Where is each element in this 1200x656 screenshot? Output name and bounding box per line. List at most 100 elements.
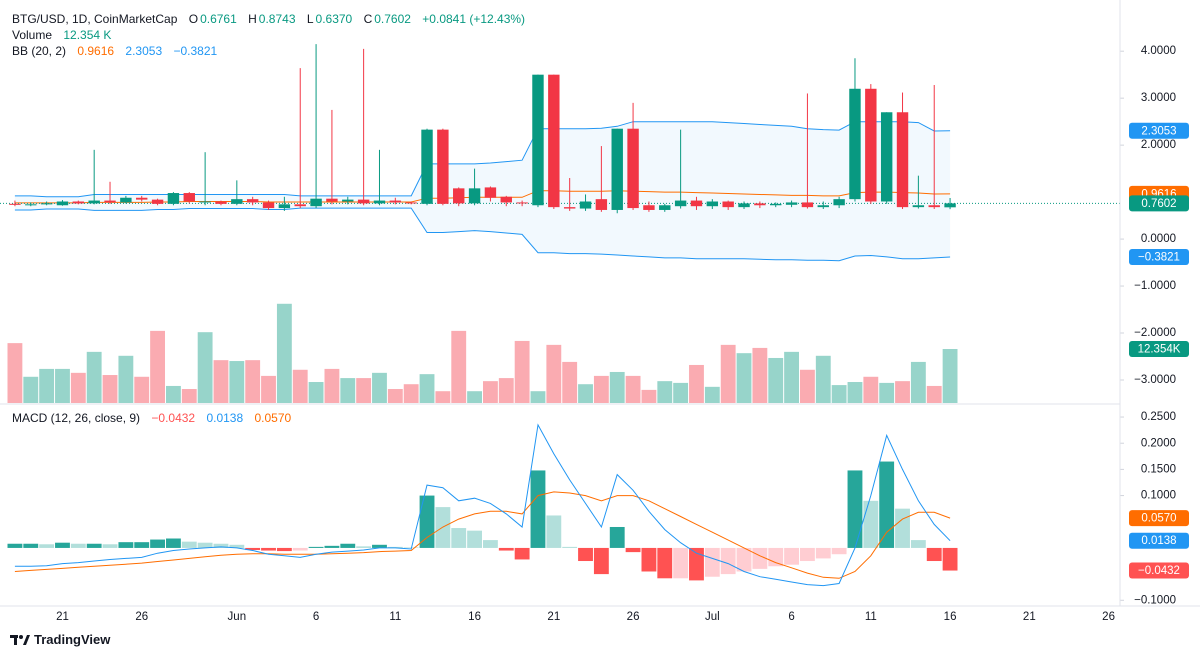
x-tick-label: Jun — [228, 611, 247, 623]
candle-body — [563, 207, 576, 209]
volume-bar — [467, 391, 482, 403]
macd-histogram-bar — [419, 495, 435, 548]
macd-histogram-bar — [261, 547, 276, 551]
macd-histogram-bar — [847, 470, 863, 548]
candle-body — [659, 205, 671, 210]
volume-bar — [435, 391, 451, 403]
volume-bar — [451, 330, 467, 403]
bb-upper-badge — [1129, 122, 1189, 139]
macd-line-badge-label: 0.0138 — [1141, 535, 1176, 547]
volume-bar — [276, 303, 292, 403]
macd-histogram-bar — [704, 547, 720, 577]
volume-bar — [942, 349, 958, 403]
candle-body — [72, 201, 85, 204]
bb-lower-line — [14, 207, 951, 262]
x-tick-label: 21 — [1023, 611, 1036, 623]
volume-bar — [815, 355, 831, 403]
y-tick-label: −2.0000 — [1134, 327, 1176, 339]
candle-body — [928, 205, 940, 208]
candle-body — [595, 199, 608, 210]
macd-histogram-bar — [784, 547, 799, 565]
macd-histogram-bar — [86, 543, 102, 548]
candle-body — [785, 202, 798, 205]
volume-bar — [546, 344, 562, 403]
macd-line — [14, 423, 951, 587]
volume-bar — [39, 368, 55, 403]
candle-body — [722, 201, 734, 208]
volume-bar — [720, 344, 736, 403]
volume-bar — [926, 385, 942, 403]
candle-body — [484, 187, 497, 198]
x-tick-label: 6 — [788, 611, 794, 623]
y-tick-label: 0.1500 — [1141, 463, 1176, 475]
candle-body — [706, 201, 719, 207]
volume-bar — [910, 361, 926, 403]
last-price-badge-label: 0.7602 — [1141, 198, 1176, 210]
macd-histogram-bar — [736, 547, 752, 572]
macd-histogram-bar — [689, 547, 704, 581]
x-tick-label: 26 — [1102, 611, 1115, 623]
macd-histogram-bar — [7, 543, 23, 548]
volume-bar — [197, 332, 213, 403]
candle-body — [880, 112, 893, 202]
y-tick-label: 0.2000 — [1141, 437, 1176, 449]
volume-bar — [387, 389, 403, 403]
candle-body — [389, 200, 402, 203]
macd-histogram-bar — [641, 547, 657, 572]
candle-body — [690, 200, 703, 207]
volume-bar — [356, 378, 372, 403]
candle-body — [643, 205, 655, 210]
macd-histogram-bar — [514, 547, 530, 560]
branding: TradingView — [10, 632, 110, 647]
macd-histogram-bar — [70, 543, 86, 548]
x-tick-label: 21 — [56, 611, 69, 623]
y-tick-label: −1.0000 — [1134, 280, 1176, 292]
candle-body — [896, 112, 909, 208]
y-tick-label: 0.0000 — [1141, 233, 1176, 245]
volume-bar — [530, 391, 546, 403]
candle-body — [468, 188, 481, 204]
candle-body — [627, 128, 639, 209]
macd-line-value: 0.0138 — [206, 411, 244, 425]
candle-body — [738, 203, 750, 208]
ohlc-value: 0.6761 — [200, 12, 237, 26]
ohlc-key: H — [248, 12, 257, 26]
macd-histogram-bar — [292, 547, 308, 551]
volume-name: Volume — [12, 28, 53, 42]
macd-name: MACD (12, 26, close, 9) — [12, 411, 141, 425]
candle-body — [579, 201, 592, 209]
brand-name: TradingView — [34, 632, 111, 647]
volume-bar — [831, 385, 847, 403]
macd-histogram-bar — [276, 547, 292, 552]
volume-value: 12.354 K — [63, 28, 112, 42]
macd-histogram-bar — [673, 547, 689, 579]
volume-bar — [7, 343, 23, 403]
bb-upper-badge-label: 2.3053 — [1141, 125, 1176, 137]
volume-bar — [229, 361, 245, 403]
volume-bar — [166, 385, 181, 403]
bb-name: BB (20, 2) — [12, 44, 67, 58]
macd-histogram-bar — [340, 543, 356, 548]
candle-body — [310, 198, 322, 207]
macd-histogram-bar — [546, 515, 562, 548]
macd-histogram-bar — [372, 544, 387, 548]
volume-bar — [863, 376, 879, 403]
candle-body — [770, 203, 782, 206]
volume-bar — [483, 381, 498, 403]
candle-body — [674, 200, 687, 207]
macd-histogram-bar — [720, 547, 736, 575]
candle-layer — [9, 44, 956, 214]
macd-histogram-bar — [863, 500, 879, 548]
macd-histogram-bar — [150, 539, 165, 548]
axis-layer: 4.0000 3.0000 2.0000 0.0000 −1.0000 −2.0000 −3… — [56, 45, 1176, 623]
volume-bar — [514, 340, 530, 403]
macd-histogram-bar — [926, 547, 942, 562]
change: +0.0841 (+12.43%) — [422, 12, 526, 26]
macd-histogram-bar — [467, 530, 482, 548]
macd-histogram-bar — [562, 546, 578, 548]
badge-layer: 2.30530.96160.7602−0.382112.354K0.05700.… — [1129, 122, 1189, 579]
volume-bar — [181, 389, 197, 403]
macd-histogram-bar — [213, 543, 229, 548]
macd-histogram-bar — [55, 542, 70, 548]
